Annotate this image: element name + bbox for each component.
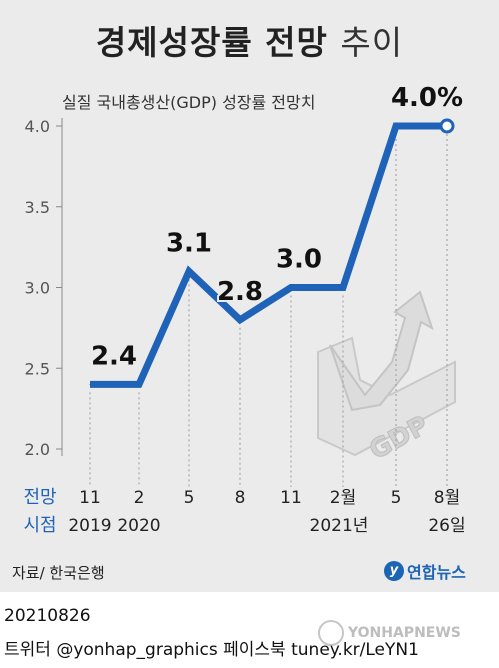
x-tick-label: 2월	[330, 488, 356, 508]
grid-lines	[89, 134, 448, 487]
illustration-arrow	[329, 290, 434, 412]
data-label: 3.1	[166, 228, 212, 258]
x-tick-sublabel: 26일	[428, 516, 465, 536]
data-point	[290, 287, 292, 288]
title-light: 추이	[340, 23, 404, 62]
data-label: 3.0	[276, 245, 322, 275]
data-label: 4.0%	[391, 83, 463, 113]
x-axis-name: 시점	[23, 515, 56, 536]
x-tick-sublabel: 2019	[68, 516, 111, 536]
logo-text: 연합뉴스	[407, 563, 466, 582]
data-point	[138, 383, 140, 385]
series-polyline	[90, 122, 447, 388]
y-tick-label: 4.0	[25, 117, 50, 136]
x-tick-sublabel: 2020	[117, 516, 160, 536]
x-tick-sublabel: 2021년	[310, 516, 369, 536]
y-tick-label: 2.0	[25, 440, 50, 459]
x-tick-label: 2	[134, 488, 145, 508]
y-axis: 2.0 2.5 3.0 3.5 4.0	[25, 117, 63, 459]
chart-title: 경제성장률 전망 추이	[0, 16, 499, 64]
data-point	[188, 270, 190, 272]
gdp-arrow-illustration: GDP	[317, 290, 456, 467]
x-tick-label: 11	[280, 488, 302, 508]
chart-subtitle: 실질 국내총생산(GDP) 성장률 전망치	[62, 93, 315, 112]
publish-date: 20210826	[4, 606, 91, 626]
data-label: 2.8	[217, 277, 263, 307]
x-axis-name: 전망	[23, 487, 56, 508]
series-line	[89, 118, 455, 388]
line-chart: GDP 2.0 2.5 3.0 3.5 4.0 11 2019 2 2020 5 8 11 2월 202…	[23, 81, 465, 536]
social-links: 트위터 @yonhap_graphics 페이스북 tuney.kr/LeYN1	[4, 640, 419, 660]
x-tick-label: 8	[235, 488, 246, 508]
x-tick-label: 5	[391, 488, 402, 508]
data-point	[89, 383, 91, 385]
data-point	[342, 287, 344, 288]
y-tick-label: 3.5	[25, 198, 50, 217]
watermark: YONHAPNEWS	[318, 620, 461, 646]
data-point	[239, 319, 241, 321]
x-tick-label: 5	[184, 488, 195, 508]
data-labels: 2.4 3.12.8 3.0 4.0%	[89, 81, 465, 373]
watermark-icon	[318, 620, 344, 646]
yonhap-logo: y 연합뉴스	[384, 559, 466, 583]
source-note: 자료/ 한국은행	[12, 564, 105, 582]
logo-mark: y	[384, 561, 404, 581]
y-tick-label: 2.5	[25, 359, 50, 378]
x-tick-label: 11	[79, 488, 101, 508]
x-tick-label: 8월	[434, 488, 460, 508]
data-point	[395, 125, 397, 127]
y-tick-label: 3.0	[25, 279, 50, 298]
watermark-text: YONHAPNEWS	[348, 625, 461, 641]
end-point-marker	[439, 118, 455, 134]
data-label: 2.4	[91, 341, 137, 371]
title-bold: 경제성장률 전망	[95, 23, 328, 62]
